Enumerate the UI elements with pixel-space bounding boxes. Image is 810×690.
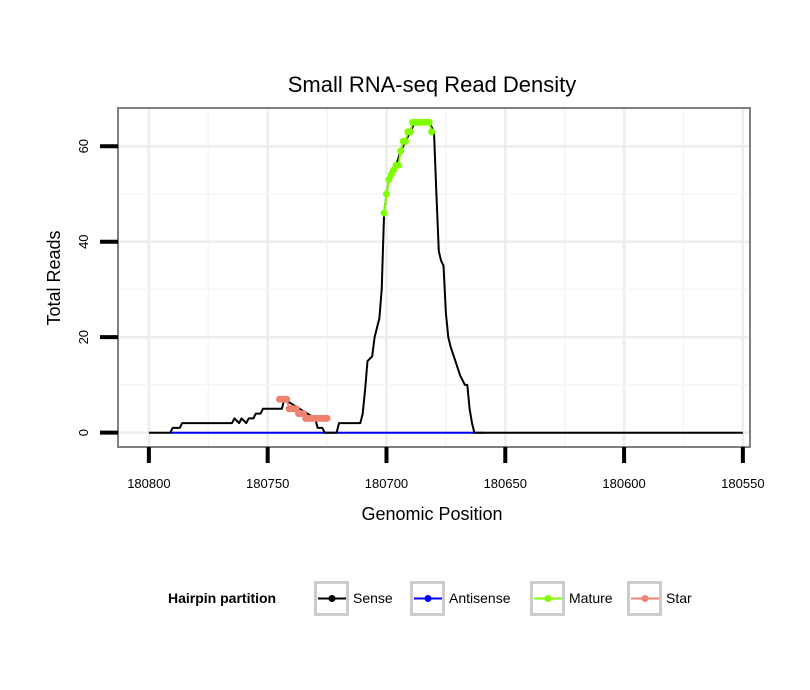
y-ticks: 0 20 40 60 (76, 139, 118, 436)
legend: Hairpin partition Sense Antisense Mature St… (168, 581, 692, 616)
legend-items: Sense Antisense Mature Star (314, 581, 692, 616)
y-axis-label: Total Reads (44, 230, 64, 325)
y-tick-label: 20 (76, 330, 91, 344)
series-mature-point (394, 161, 402, 169)
y-tick-label: 40 (76, 234, 91, 248)
series-mature-point (401, 137, 409, 145)
legend-swatch-point (641, 595, 649, 602)
x-tick-label: 180700 (365, 476, 408, 491)
x-axis-label: Genomic Position (361, 504, 502, 524)
x-tick-label: 180750 (246, 476, 289, 491)
x-ticks: 180800 180750 180700 180650 180600 180550 (127, 447, 765, 491)
legend-item-antisense: Antisense (410, 581, 511, 616)
plot-background (118, 108, 750, 447)
series-sense-line (148, 121, 743, 434)
legend-item-star: Star (627, 581, 692, 616)
legend-label-mature: Mature (569, 590, 613, 606)
series-layer (148, 118, 743, 434)
y-tick-label: 0 (76, 429, 91, 436)
x-tick-label: 180600 (602, 476, 645, 491)
legend-label-star: Star (666, 590, 692, 606)
series-star-point (323, 414, 331, 422)
legend-item-mature: Mature (530, 581, 613, 616)
chart-title: Small RNA-seq Read Density (288, 72, 577, 97)
series-mature-point (397, 147, 405, 155)
series-mature-point (380, 209, 388, 217)
y-axis: 0 20 40 60 (76, 139, 118, 436)
x-axis: 180800 180750 180700 180650 180600 180550 (127, 447, 765, 491)
legend-item-sense: Sense (314, 581, 393, 616)
series-mature-point (406, 128, 414, 136)
plot-border (117, 107, 751, 448)
legend-swatch-point (328, 595, 336, 602)
y-tick-label: 60 (76, 139, 91, 153)
legend-label-antisense: Antisense (449, 590, 511, 606)
series-mature-point (428, 128, 436, 136)
series-mature-point (382, 190, 390, 198)
plot-panel (117, 107, 751, 448)
x-tick-label: 180800 (127, 476, 170, 491)
legend-title: Hairpin partition (168, 590, 276, 606)
legend-swatch-point (424, 595, 432, 602)
legend-swatch-point (544, 595, 552, 602)
series-star-point (283, 395, 291, 403)
series-mature-point (425, 118, 433, 126)
x-tick-label: 180550 (721, 476, 764, 491)
legend-label-sense: Sense (353, 590, 393, 606)
x-tick-label: 180650 (484, 476, 527, 491)
